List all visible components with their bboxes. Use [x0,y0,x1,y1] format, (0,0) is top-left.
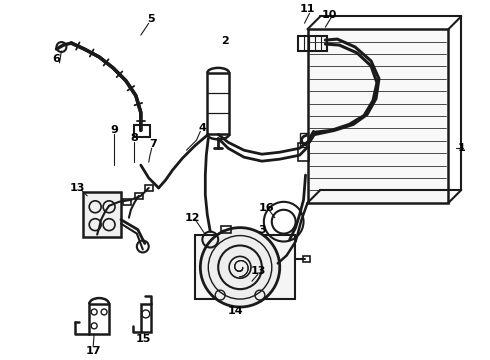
Bar [141,304,151,332]
Bar [207,73,229,134]
Bar [297,36,327,51]
Text: 2: 2 [221,36,229,46]
Text: 1: 1 [458,143,465,153]
Text: 6: 6 [52,54,60,64]
Text: 3: 3 [258,225,266,235]
Bar [297,143,310,161]
Bar [221,226,231,233]
Text: 13: 13 [250,266,266,276]
Bar [299,133,308,147]
Text: 7: 7 [149,139,157,149]
Text: 12: 12 [185,213,200,223]
Bar [135,193,143,199]
Text: 8: 8 [130,133,138,143]
Circle shape [200,228,280,307]
Text: 17: 17 [85,346,101,356]
Bar [145,185,153,191]
Text: 10: 10 [321,10,337,20]
Text: 16: 16 [259,203,274,213]
Bar [89,304,109,334]
Bar [123,199,131,205]
Text: 4: 4 [198,123,206,134]
Text: 9: 9 [110,125,118,135]
Text: 11: 11 [300,4,315,14]
Text: 15: 15 [136,334,151,344]
Bar [302,256,311,262]
Bar [308,29,448,203]
Text: 14: 14 [227,306,243,316]
Text: 5: 5 [147,14,154,24]
Bar [196,235,294,299]
Text: 13: 13 [70,183,85,193]
Bar [83,192,121,237]
Bar [134,125,150,137]
